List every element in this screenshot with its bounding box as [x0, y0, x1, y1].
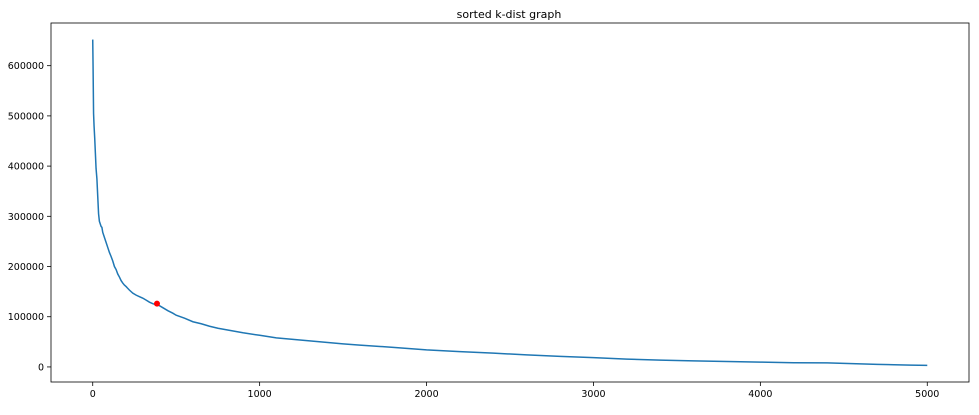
y-tick-label: 0 [38, 362, 44, 373]
y-tick-label: 600000 [8, 61, 44, 72]
chart-title: sorted k-dist graph [457, 8, 562, 21]
x-tick-label: 3000 [581, 389, 605, 400]
x-tick-label: 5000 [915, 389, 939, 400]
plot-frame [50, 22, 970, 383]
x-tick-label: 2000 [414, 389, 438, 400]
series-line-0 [91, 39, 928, 367]
x-axis: 0 1000 2000 3000 4000 5000 [90, 382, 939, 400]
y-tick-label: 300000 [8, 212, 44, 223]
highlight-point [153, 300, 160, 307]
y-tick-label: 200000 [8, 262, 44, 273]
y-tick-label: 100000 [8, 312, 44, 323]
x-tick-label: 1000 [248, 389, 272, 400]
x-tick-label: 4000 [748, 389, 772, 400]
y-tick-label: 500000 [8, 111, 44, 122]
x-tick-label: 0 [90, 389, 96, 400]
y-axis: 0 100000 200000 300000 400000 500000 600000 [8, 61, 51, 373]
y-tick-label: 400000 [8, 162, 44, 173]
plot-area [91, 39, 928, 367]
